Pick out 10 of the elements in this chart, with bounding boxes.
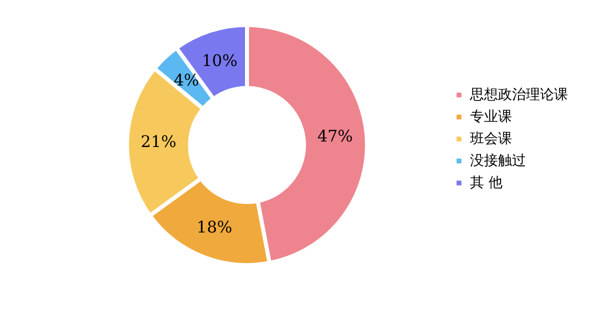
legend-label: 思想政治理论课 [469, 87, 568, 103]
data-label: 18% [196, 217, 232, 236]
data-label: 10% [202, 50, 238, 70]
legend-label: 专业课 [470, 109, 512, 125]
legend-label: 班会课 [470, 131, 512, 147]
legend-label: 没接触过 [470, 153, 526, 169]
data-label: 47% [317, 126, 353, 146]
data-label: 21% [140, 132, 176, 152]
data-label: 4% [174, 70, 200, 90]
legend-label: 其 他 [470, 175, 502, 191]
